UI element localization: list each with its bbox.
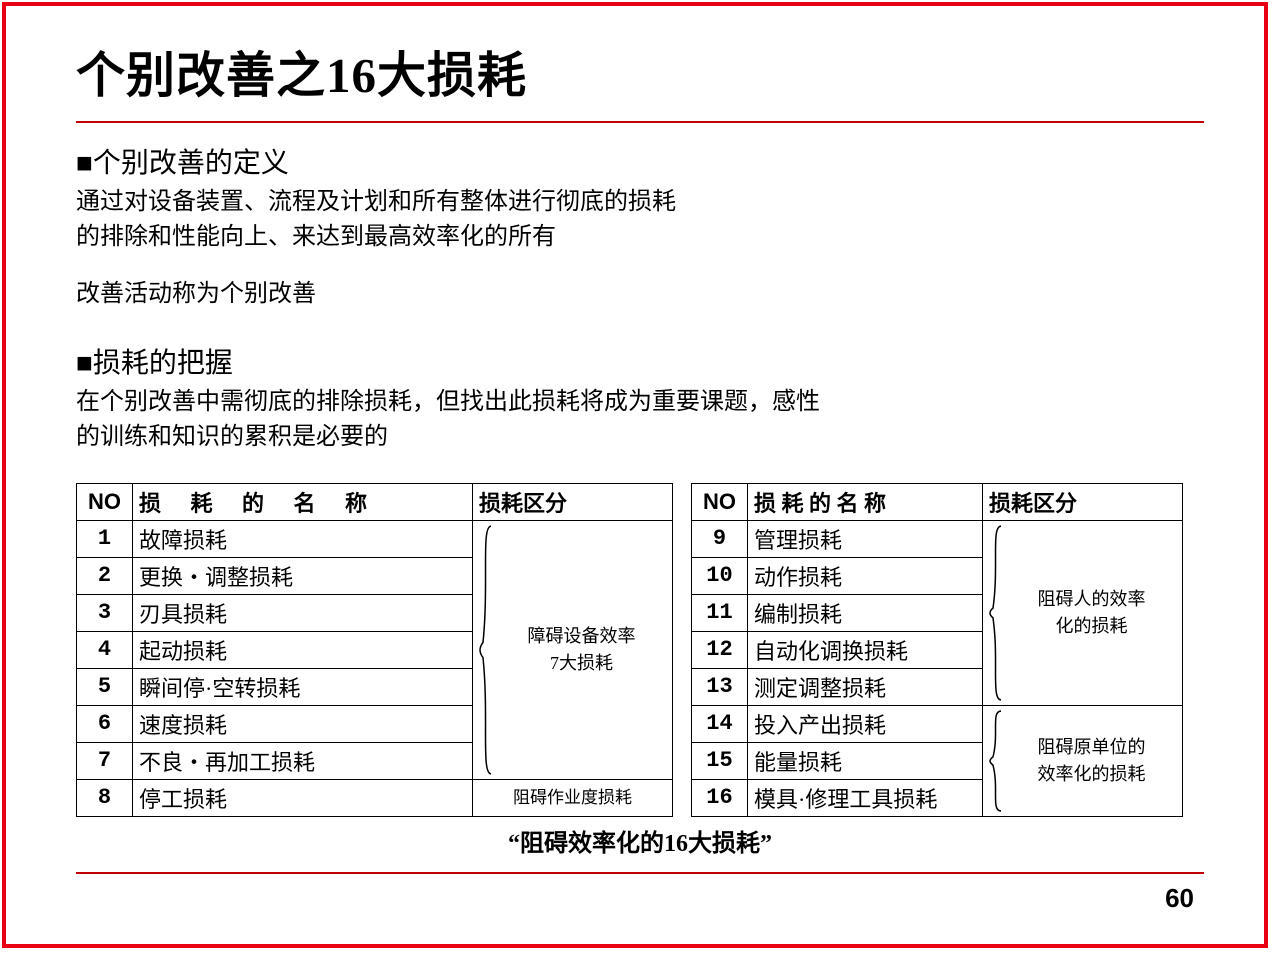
cell-no: 6 [77, 705, 133, 742]
cell-no: 2 [77, 557, 133, 594]
bottom-rule [76, 872, 1204, 874]
cell-no: 4 [77, 631, 133, 668]
cell-name: 起动损耗 [133, 631, 473, 668]
right-cat2-l2: 效率化的损耗 [1038, 764, 1146, 784]
cell-name: 自动化调换损耗 [748, 631, 983, 668]
tables-container: NO 损 耗 的 名 称 损耗区分 1 故障损耗 障碍设备效率 [76, 483, 1204, 817]
table-row: 1 故障损耗 障碍设备效率 7大损耗 [77, 520, 673, 557]
cell-name: 管理损耗 [748, 520, 983, 557]
left-table: NO 损 耗 的 名 称 损耗区分 1 故障损耗 障碍设备效率 [76, 483, 673, 817]
cell-name: 更换・调整损耗 [133, 557, 473, 594]
cell-name: 刃具损耗 [133, 594, 473, 631]
left-cat1-l1: 障碍设备效率 [528, 626, 636, 646]
section2-line1: 在个别改善中需彻底的排除损耗，但找出此损耗将成为重要课题，感性 [76, 385, 1204, 420]
cell-name: 编制损耗 [748, 594, 983, 631]
table-header-row: NO 损 耗 的 名 称 损耗区分 [692, 483, 1183, 520]
cell-no: 10 [692, 557, 748, 594]
th-name-text: 损 耗 的 名 称 [754, 491, 886, 516]
th-cat: 损耗区分 [983, 483, 1183, 520]
cell-name: 瞬间停·空转损耗 [133, 668, 473, 705]
cell-name: 能量损耗 [748, 742, 983, 779]
section1-line2: 的排除和性能向上、来达到最高效率化的所有 [76, 220, 1204, 255]
th-no: NO [77, 483, 133, 520]
section2-line2: 的训练和知识的累积是必要的 [76, 420, 1204, 455]
cell-no: 11 [692, 594, 748, 631]
table-row: 9 管理损耗 阻碍人的效率 化的损耗 [692, 520, 1183, 557]
cell-no: 12 [692, 631, 748, 668]
table-row: 8 停工损耗 阻碍作业度损耗 [77, 779, 673, 816]
cell-no: 16 [692, 779, 748, 816]
section2-heading: ■损耗的把握 [76, 341, 1204, 381]
left-cat1-l2: 7大损耗 [550, 653, 613, 673]
cell-no: 3 [77, 594, 133, 631]
th-name: 损 耗 的 名 称 [133, 483, 473, 520]
slide-content: 个别改善之16大损耗 ■个别改善的定义 通过对设备装置、流程及计划和所有整体进行… [76, 36, 1204, 914]
th-name-text: 损 耗 的 名 称 [139, 491, 379, 516]
right-category-2: 阻碍原单位的 效率化的损耗 [983, 705, 1183, 816]
table-caption: “阻碍效率化的16大损耗” [76, 823, 1204, 858]
right-category-1: 阻碍人的效率 化的损耗 [983, 520, 1183, 705]
cell-no: 9 [692, 520, 748, 557]
th-name: 损 耗 的 名 称 [748, 483, 983, 520]
cell-no: 13 [692, 668, 748, 705]
table-header-row: NO 损 耗 的 名 称 损耗区分 [77, 483, 673, 520]
cell-no: 5 [77, 668, 133, 705]
cell-no: 8 [77, 779, 133, 816]
section1-heading: ■个别改善的定义 [76, 141, 1204, 181]
th-no: NO [692, 483, 748, 520]
cell-name: 不良・再加工损耗 [133, 742, 473, 779]
cell-name: 停工损耗 [133, 779, 473, 816]
title-underline [76, 121, 1204, 123]
cell-no: 14 [692, 705, 748, 742]
right-table-wrap: NO 损 耗 的 名 称 损耗区分 9 管理损耗 阻碍人的效率 [691, 483, 1183, 817]
right-cat2-l1: 阻碍原单位的 [1038, 737, 1146, 757]
cell-name: 模具·修理工具损耗 [748, 779, 983, 816]
left-table-wrap: NO 损 耗 的 名 称 损耗区分 1 故障损耗 障碍设备效率 [76, 483, 673, 817]
cell-no: 7 [77, 742, 133, 779]
slide-frame: 个别改善之16大损耗 ■个别改善的定义 通过对设备装置、流程及计划和所有整体进行… [2, 2, 1268, 948]
cell-name: 速度损耗 [133, 705, 473, 742]
section1-line3: 改善活动称为个别改善 [76, 277, 1204, 312]
table-row: 14 投入产出损耗 阻碍原单位的 效率化的损耗 [692, 705, 1183, 742]
th-cat: 损耗区分 [473, 483, 673, 520]
right-table: NO 损 耗 的 名 称 损耗区分 9 管理损耗 阻碍人的效率 [691, 483, 1183, 817]
right-cat1-l2: 化的损耗 [1056, 616, 1128, 636]
slide-title: 个别改善之16大损耗 [76, 36, 1204, 117]
section1-line1: 通过对设备装置、流程及计划和所有整体进行彻底的损耗 [76, 185, 1204, 220]
brace-icon [987, 709, 1005, 813]
brace-icon [987, 524, 1005, 702]
cell-no: 1 [77, 520, 133, 557]
cell-name: 故障损耗 [133, 520, 473, 557]
cell-name: 测定调整损耗 [748, 668, 983, 705]
cell-no: 15 [692, 742, 748, 779]
page-number: 60 [1165, 883, 1194, 914]
cell-name: 动作损耗 [748, 557, 983, 594]
cell-name: 投入产出损耗 [748, 705, 983, 742]
right-cat1-l1: 阻碍人的效率 [1038, 589, 1146, 609]
left-category-2: 阻碍作业度损耗 [473, 779, 673, 816]
left-category-1: 障碍设备效率 7大损耗 [473, 520, 673, 779]
brace-icon [477, 524, 495, 776]
